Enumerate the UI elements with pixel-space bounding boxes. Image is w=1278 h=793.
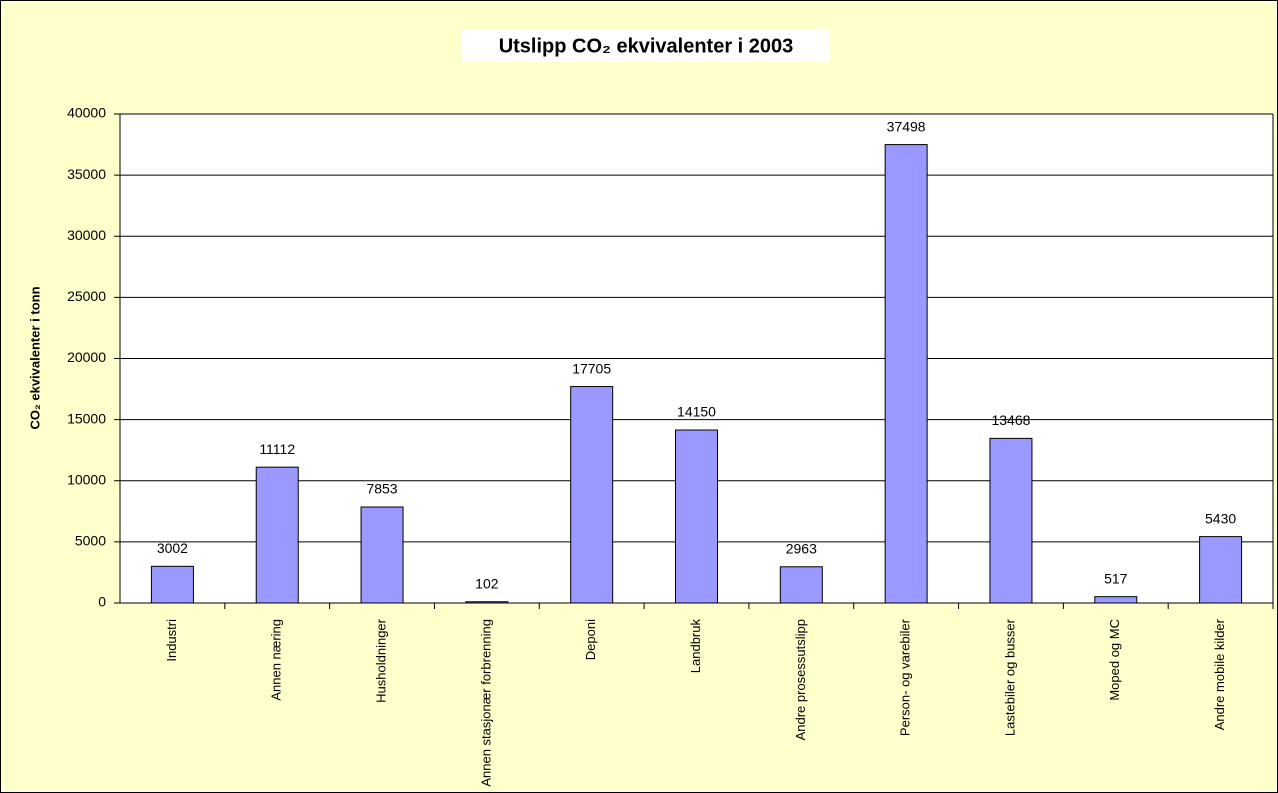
- value-label: 11112: [259, 441, 295, 457]
- bar: [989, 437, 1033, 604]
- bar: [360, 506, 404, 604]
- bar: [675, 429, 718, 604]
- bar: [465, 601, 509, 604]
- x-tick-label: Industri: [164, 619, 179, 662]
- x-tick-label: Andre mobile kilder: [1212, 618, 1227, 730]
- x-tick-label: Husholdninger: [373, 618, 388, 703]
- bar: [884, 144, 928, 604]
- value-label: 17705: [572, 360, 611, 376]
- x-tick-label: Lastebiler og busser: [1002, 618, 1017, 736]
- bar: [779, 566, 823, 604]
- y-tick-label: 30000: [67, 227, 106, 243]
- x-tick-label: Annen næring: [269, 619, 284, 701]
- y-tick-label: 5000: [75, 533, 106, 549]
- bar: [150, 565, 194, 604]
- y-tick-label: 40000: [67, 105, 106, 121]
- bar: [1094, 596, 1138, 604]
- bar: [1199, 536, 1243, 604]
- value-label: 2963: [786, 540, 817, 556]
- y-tick-label: 35000: [67, 166, 106, 182]
- x-tick-label: Andre prosessutslipp: [793, 619, 808, 740]
- value-label: 7853: [366, 481, 397, 497]
- value-label: 14150: [677, 404, 716, 420]
- x-tick-label: Landbruk: [688, 619, 703, 674]
- x-tick-label: Deponi: [583, 619, 598, 660]
- y-tick-label: 25000: [67, 288, 106, 304]
- value-label: 5430: [1205, 510, 1236, 526]
- x-tick-label: Person- og varebiler: [898, 618, 913, 736]
- y-tick-label: 20000: [67, 349, 106, 365]
- y-tick-label: 0: [98, 594, 106, 610]
- title-box: [462, 30, 830, 62]
- bar: [570, 386, 614, 604]
- y-axis-label: CO₂ ekvivalenter i tonn: [27, 286, 42, 429]
- chart-title: Utslipp CO₂ ekvivalenter i 2003: [499, 35, 794, 57]
- value-label: 3002: [157, 540, 188, 556]
- value-label: 37498: [887, 118, 926, 134]
- x-tick-label: Moped og MC: [1107, 619, 1122, 701]
- y-tick-label: 15000: [67, 410, 106, 426]
- value-label: 102: [475, 575, 499, 591]
- value-label: 13468: [991, 412, 1030, 428]
- bar: [255, 466, 299, 604]
- value-label: 517: [1104, 570, 1128, 586]
- x-tick-label: Annen stasjonær forbrenning: [478, 619, 493, 787]
- y-tick-label: 10000: [67, 471, 106, 487]
